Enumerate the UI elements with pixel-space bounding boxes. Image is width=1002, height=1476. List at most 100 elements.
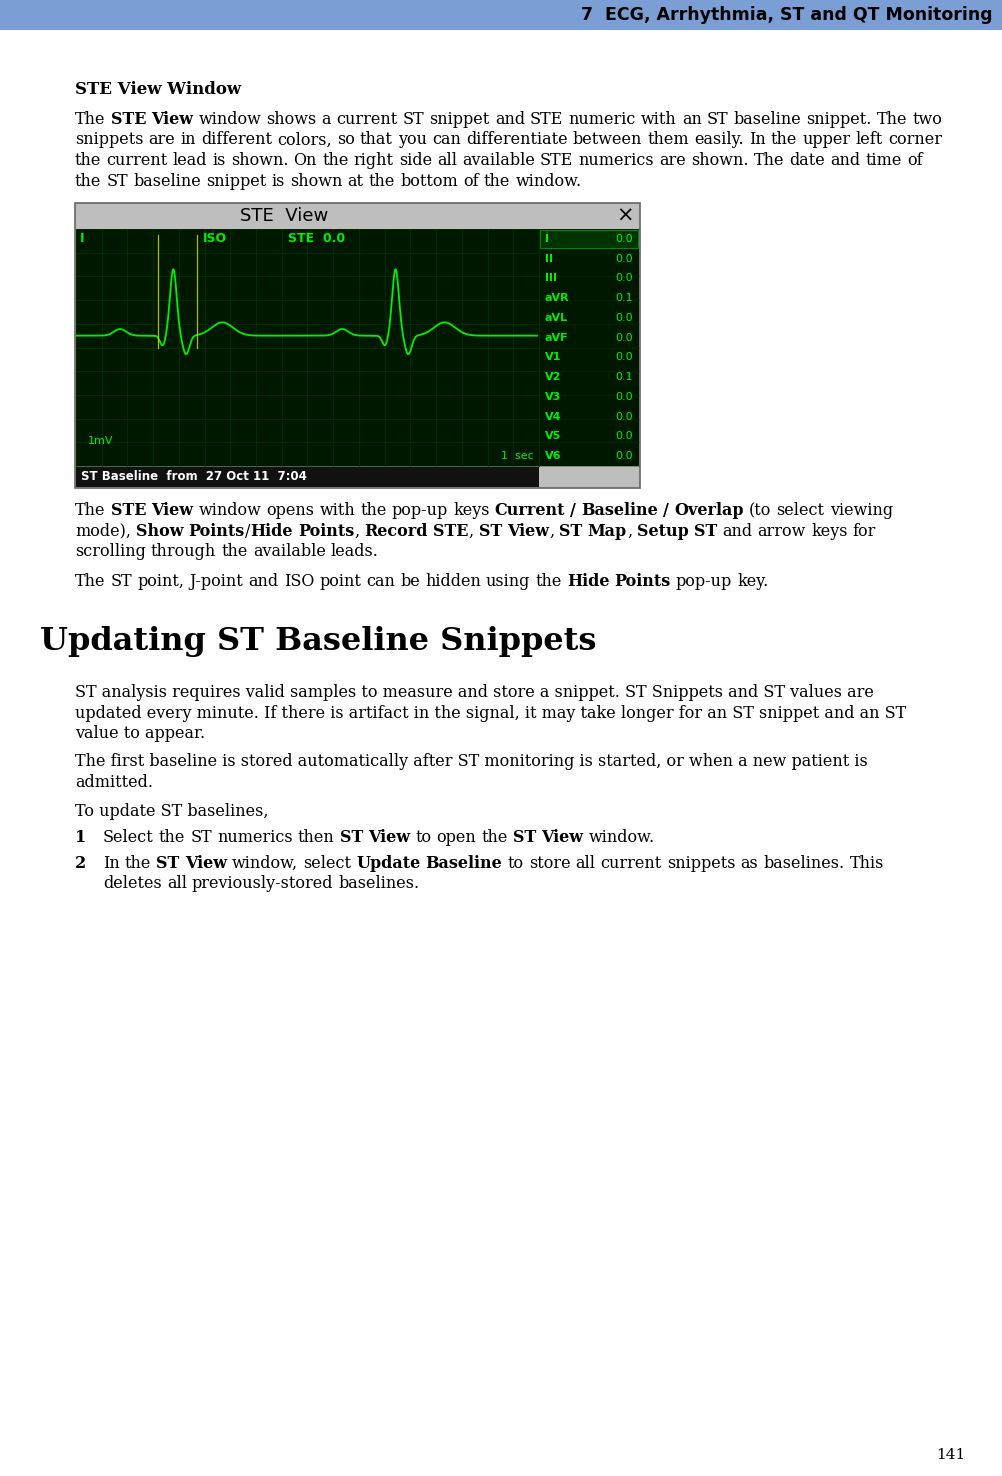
Text: STE  0.0: STE 0.0	[288, 232, 345, 245]
Text: 0.0: 0.0	[615, 313, 632, 323]
Text: View: View	[151, 502, 193, 520]
Text: V4: V4	[544, 412, 561, 422]
Text: Baseline: Baseline	[581, 502, 657, 520]
Text: current: current	[336, 111, 397, 128]
Text: ,: ,	[468, 523, 473, 540]
Text: /: /	[570, 502, 576, 520]
Text: /: /	[244, 523, 250, 540]
Text: shows: shows	[267, 111, 317, 128]
Text: with: with	[320, 502, 355, 520]
Text: View: View	[368, 828, 410, 846]
Text: point: point	[319, 574, 361, 590]
Text: the: the	[125, 855, 151, 872]
Text: of: of	[906, 152, 922, 168]
Text: 0.0: 0.0	[615, 431, 632, 441]
Text: with: with	[640, 111, 676, 128]
Bar	[75, 204, 639, 489]
Text: ,: ,	[354, 523, 359, 540]
Text: the: the	[158, 828, 185, 846]
Text: /: /	[662, 502, 668, 520]
Text: 0.0: 0.0	[615, 391, 632, 401]
Text: to: to	[415, 828, 431, 846]
Text: at: at	[347, 173, 363, 189]
Text: then: then	[298, 828, 335, 846]
Text: leads.: leads.	[331, 543, 379, 559]
Text: The: The	[75, 502, 105, 520]
Text: Hide: Hide	[566, 574, 609, 590]
Text: snippet: snippet	[429, 111, 489, 128]
Text: aVF: aVF	[544, 332, 568, 342]
Text: current: current	[106, 152, 167, 168]
Text: the: the	[369, 173, 395, 189]
Text: On: On	[294, 152, 317, 168]
Text: so: so	[337, 131, 355, 149]
Text: hidden: hidden	[425, 574, 480, 590]
Text: aVR: aVR	[544, 294, 569, 303]
Text: left: left	[855, 131, 882, 149]
Text: two: two	[912, 111, 942, 128]
Text: shown.: shown.	[230, 152, 289, 168]
Text: In: In	[748, 131, 765, 149]
Text: The: The	[75, 574, 105, 590]
Text: Hide: Hide	[250, 523, 293, 540]
Text: and: and	[830, 152, 860, 168]
Text: snippet.: snippet.	[806, 111, 871, 128]
Text: The: The	[753, 152, 784, 168]
Text: window: window	[198, 502, 261, 520]
Text: ST: ST	[478, 523, 502, 540]
Text: value to appear.: value to appear.	[75, 725, 205, 742]
Text: previously-stored: previously-stored	[191, 875, 334, 893]
Text: the: the	[535, 574, 561, 590]
Text: store: store	[528, 855, 570, 872]
Text: using: using	[486, 574, 530, 590]
Text: III: III	[544, 273, 556, 283]
Text: To update ST baselines,: To update ST baselines,	[75, 803, 269, 819]
Text: deletes: deletes	[103, 875, 161, 893]
Text: snippets: snippets	[75, 131, 143, 149]
Text: numerics: numerics	[578, 152, 653, 168]
Text: all: all	[166, 875, 186, 893]
Text: V1: V1	[544, 353, 561, 363]
Text: of: of	[463, 173, 478, 189]
Text: colors,: colors,	[277, 131, 332, 149]
Text: 0.0: 0.0	[615, 452, 632, 461]
Text: the: the	[322, 152, 348, 168]
Text: Overlap: Overlap	[673, 502, 743, 520]
Text: View: View	[151, 111, 193, 128]
Bar	[76, 466, 538, 487]
Text: all: all	[437, 152, 457, 168]
Text: ST: ST	[512, 828, 536, 846]
Bar	[0, 0, 1002, 30]
Text: be: be	[400, 574, 420, 590]
Text: the: the	[221, 543, 247, 559]
Text: ST: ST	[110, 574, 132, 590]
Text: In: In	[103, 855, 119, 872]
Text: ST: ST	[559, 523, 582, 540]
Text: Map: Map	[587, 523, 626, 540]
Text: keys: keys	[453, 502, 489, 520]
Text: The first baseline is stored automatically after ST monitoring is started, or wh: The first baseline is stored automatical…	[75, 754, 867, 770]
Text: shown.: shown.	[690, 152, 747, 168]
Text: pop-up: pop-up	[392, 502, 448, 520]
Text: mode),: mode),	[75, 523, 131, 540]
Text: 0.0: 0.0	[615, 273, 632, 283]
Text: 1  sec: 1 sec	[501, 452, 533, 461]
Bar	[76, 229, 538, 466]
Text: Updating ST Baseline Snippets: Updating ST Baseline Snippets	[40, 626, 596, 657]
Text: aVL: aVL	[544, 313, 567, 323]
Text: Setup: Setup	[636, 523, 688, 540]
Text: easily.: easily.	[693, 131, 743, 149]
Text: you: you	[398, 131, 427, 149]
Text: baselines.: baselines.	[339, 875, 419, 893]
Text: opens: opens	[267, 502, 314, 520]
Text: 2: 2	[75, 855, 86, 872]
Text: and: and	[721, 523, 752, 540]
Text: ,: ,	[626, 523, 631, 540]
Text: can: can	[366, 574, 395, 590]
Text: 0.0: 0.0	[615, 233, 632, 244]
Text: Points: Points	[298, 523, 354, 540]
Text: side: side	[399, 152, 432, 168]
Text: STE: STE	[110, 502, 146, 520]
Text: window,: window,	[231, 855, 298, 872]
Text: the: the	[481, 828, 507, 846]
